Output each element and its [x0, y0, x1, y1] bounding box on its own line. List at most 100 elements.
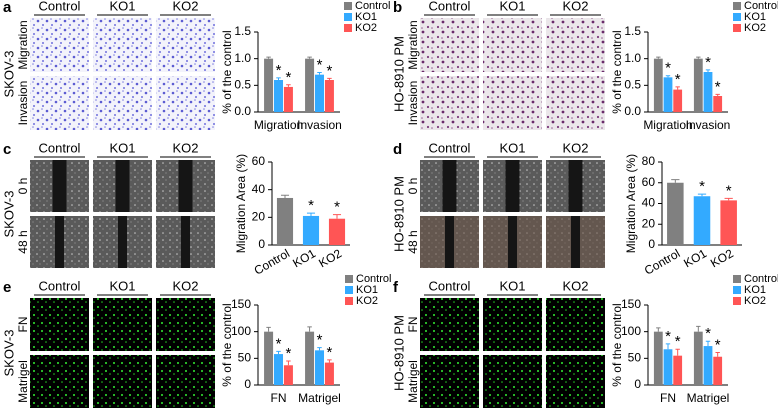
x-tick-label: FN — [271, 391, 287, 405]
scratch-gap — [442, 160, 457, 212]
column-label: KO2 — [562, 140, 588, 155]
row-label: Invasion — [406, 81, 420, 126]
error-bar — [671, 179, 680, 183]
bar — [273, 354, 284, 385]
cell-line-label: HO-8910 PM — [391, 315, 406, 391]
error-bar — [307, 56, 312, 59]
y-tick-label: 0 — [244, 377, 251, 391]
micrograph — [546, 18, 605, 72]
row-label: 0 h — [406, 178, 420, 195]
bar — [314, 350, 325, 385]
y-tick-label: 50 — [628, 351, 642, 365]
legend-swatch — [733, 275, 741, 283]
panel-letter: a — [3, 0, 12, 16]
error-bar — [696, 56, 701, 59]
row-label: Invasion — [16, 81, 30, 126]
bar — [673, 355, 683, 385]
legend-swatch — [344, 13, 352, 21]
error-bar — [327, 359, 332, 363]
micrograph — [156, 355, 215, 408]
y-tick-label: 1.0 — [234, 51, 251, 65]
significance-mark: * — [665, 328, 671, 345]
micrograph — [483, 76, 542, 130]
bar — [283, 86, 293, 112]
column-label: Control — [39, 0, 81, 13]
legend-label: KO1 — [355, 11, 377, 23]
significance-mark: * — [276, 62, 282, 79]
significance-mark: * — [317, 332, 323, 349]
y-axis-label: % of the control — [610, 30, 624, 113]
significance-mark: * — [675, 71, 681, 88]
y-tick-label: 0 — [648, 237, 655, 251]
x-tick-label: Invasion — [297, 118, 342, 132]
significance-mark: * — [705, 325, 711, 342]
bar — [283, 365, 293, 385]
significance-mark: * — [327, 62, 333, 79]
error-bar — [276, 350, 281, 355]
scratch-gap — [178, 160, 193, 212]
legend-swatch — [733, 13, 741, 21]
micrograph — [483, 298, 542, 351]
cell-line-label: SKOV-3 — [1, 191, 16, 238]
y-axis-label: % of the control — [220, 30, 234, 113]
bar — [720, 200, 737, 245]
legend-swatch — [345, 275, 353, 283]
x-tick-label: Migration — [643, 118, 692, 132]
significance-mark: * — [715, 336, 721, 353]
micrograph — [93, 355, 152, 408]
micrograph — [156, 18, 215, 72]
y-tick-label: 40 — [642, 196, 656, 210]
column-label: KO2 — [172, 140, 198, 155]
error-bar — [715, 351, 720, 357]
column-label: Control — [39, 140, 81, 155]
column-label: KO2 — [562, 278, 588, 293]
panel-letter: e — [3, 279, 11, 296]
y-tick-label: 40 — [252, 182, 266, 196]
micrograph — [546, 76, 605, 130]
y-tick-label: 0.5 — [234, 78, 251, 92]
y-tick-label: 60 — [642, 175, 656, 189]
error-bar — [656, 327, 661, 332]
error-bar — [327, 77, 332, 80]
significance-mark: * — [705, 54, 711, 71]
y-tick-label: 0.5 — [624, 78, 641, 92]
bar — [273, 80, 284, 112]
bar — [264, 331, 274, 385]
micrograph — [420, 298, 479, 351]
bar — [667, 182, 684, 245]
x-tick-label: Matrigel — [298, 391, 341, 405]
cell-line-label: SKOV-3 — [1, 51, 16, 98]
scratch-gap — [508, 216, 517, 268]
y-tick-label: 20 — [252, 210, 266, 224]
legend-label: KO2 — [744, 22, 766, 34]
bar — [673, 89, 683, 112]
bar — [703, 72, 713, 112]
x-tick-label: FN — [660, 391, 676, 405]
error-bar — [697, 193, 707, 197]
row-label: 0 h — [16, 178, 30, 195]
x-tick-label: KO1 — [290, 246, 318, 270]
y-tick-label: 100 — [621, 324, 641, 338]
micrograph — [30, 76, 89, 130]
x-tick-label: Invasion — [686, 118, 731, 132]
significance-mark: * — [286, 345, 292, 362]
error-bar — [705, 69, 711, 72]
y-tick-label: 1.0 — [624, 51, 641, 65]
bar — [693, 196, 711, 245]
error-bar — [656, 56, 661, 59]
bar — [653, 331, 663, 385]
panel-letter: d — [393, 141, 402, 158]
significance-mark: * — [665, 60, 671, 77]
micrograph — [93, 76, 152, 130]
micrograph — [483, 18, 542, 72]
significance-mark: * — [308, 197, 314, 214]
error-bar — [665, 75, 671, 78]
micrograph — [156, 298, 215, 351]
error-bar — [306, 212, 316, 216]
micrograph — [93, 298, 152, 351]
significance-mark: * — [726, 182, 732, 199]
legend-swatch — [344, 24, 352, 32]
column-label: Control — [429, 278, 471, 293]
